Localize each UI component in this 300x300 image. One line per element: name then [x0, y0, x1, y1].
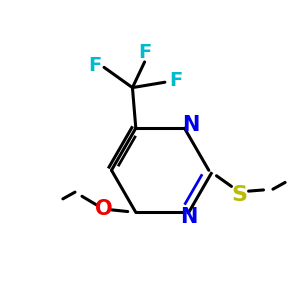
Text: N: N: [182, 116, 199, 135]
Text: S: S: [232, 184, 248, 205]
Text: F: F: [139, 43, 152, 62]
Text: N: N: [180, 207, 197, 227]
Text: F: F: [170, 71, 183, 90]
Text: F: F: [88, 56, 101, 76]
Text: O: O: [94, 199, 112, 219]
